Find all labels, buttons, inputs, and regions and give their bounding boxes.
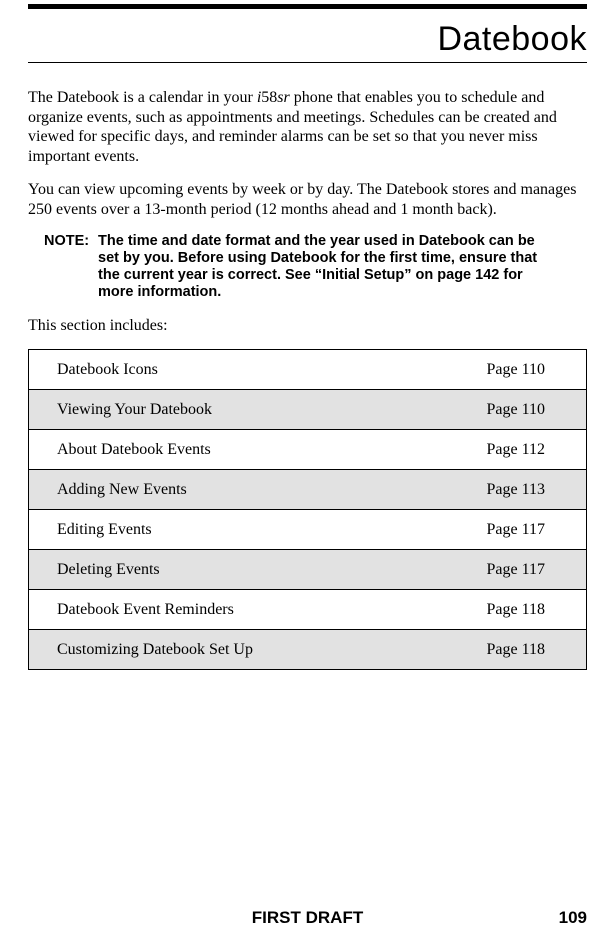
toc-page: Page 118 <box>487 590 587 630</box>
toc-row: Datebook IconsPage 110 <box>29 350 587 390</box>
toc-title: Customizing Datebook Set Up <box>29 630 487 670</box>
toc-title: Datebook Icons <box>29 350 487 390</box>
toc-row: Deleting EventsPage 117 <box>29 550 587 590</box>
toc-row: Customizing Datebook Set UpPage 118 <box>29 630 587 670</box>
intro-paragraph-2: You can view upcoming events by week or … <box>28 180 587 219</box>
toc-title: Adding New Events <box>29 470 487 510</box>
intro-paragraph-1: The Datebook is a calendar in your i58sr… <box>28 88 587 166</box>
toc-page: Page 110 <box>487 390 587 430</box>
toc-page: Page 117 <box>487 550 587 590</box>
title-rule <box>28 62 587 63</box>
toc-page: Page 117 <box>487 510 587 550</box>
body-text: The Datebook is a calendar in your i58sr… <box>28 88 587 670</box>
toc-title: Viewing Your Datebook <box>29 390 487 430</box>
footer-page-number: 109 <box>559 908 587 928</box>
note-label: NOTE: <box>44 233 94 250</box>
toc-title: About Datebook Events <box>29 430 487 470</box>
toc-page: Page 113 <box>487 470 587 510</box>
toc-row: Viewing Your DatebookPage 110 <box>29 390 587 430</box>
toc-table: Datebook IconsPage 110Viewing Your Dateb… <box>28 349 587 670</box>
toc-title: Editing Events <box>29 510 487 550</box>
toc-row: Editing EventsPage 117 <box>29 510 587 550</box>
toc-row: Datebook Event RemindersPage 118 <box>29 590 587 630</box>
page: Datebook The Datebook is a calendar in y… <box>0 0 615 924</box>
note-block: NOTE: The time and date format and the y… <box>44 233 587 301</box>
page-title: Datebook <box>437 20 587 59</box>
toc-row: Adding New EventsPage 113 <box>29 470 587 510</box>
toc-page: Page 110 <box>487 350 587 390</box>
toc-row: About Datebook EventsPage 112 <box>29 430 587 470</box>
footer-draft-label: FIRST DRAFT <box>252 908 363 928</box>
toc-title: Datebook Event Reminders <box>29 590 487 630</box>
toc-title: Deleting Events <box>29 550 487 590</box>
model-num: 58 <box>261 89 277 106</box>
toc-page: Page 118 <box>487 630 587 670</box>
model-sr: sr <box>277 89 289 106</box>
top-rule <box>28 4 587 9</box>
section-includes: This section includes: <box>28 316 587 336</box>
p1-a: The Datebook is a calendar in your <box>28 89 257 106</box>
toc-body: Datebook IconsPage 110Viewing Your Dateb… <box>29 350 587 670</box>
note-text: The time and date format and the year us… <box>98 233 558 301</box>
toc-page: Page 112 <box>487 430 587 470</box>
